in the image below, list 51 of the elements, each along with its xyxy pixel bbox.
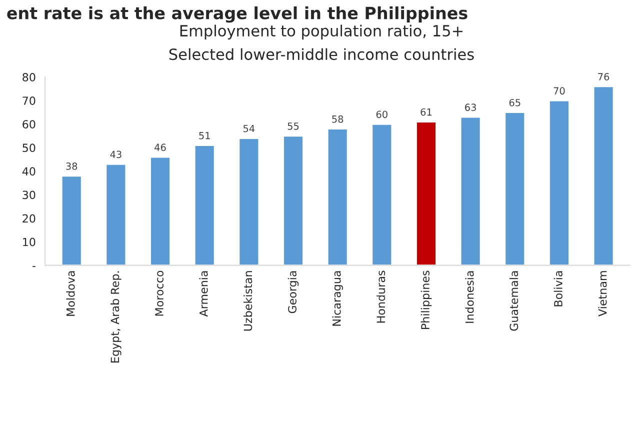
y-tick-label: 10 — [23, 238, 36, 246]
data-label: 46 — [154, 144, 166, 152]
bar — [150, 156, 171, 266]
y-tick-label: 30 — [22, 190, 36, 200]
data-label: 58 — [332, 115, 344, 123]
bar — [548, 100, 570, 266]
bar — [326, 128, 348, 266]
data-label: 70 — [554, 87, 565, 95]
data-label: 63 — [465, 104, 476, 112]
x-tick-label: Bolivia — [554, 271, 562, 306]
bar — [460, 116, 482, 266]
x-tick-label: Egypt, Arab Rep. — [110, 271, 122, 362]
y-tick-label: 20 — [22, 214, 36, 223]
y-tick-label: 50 — [22, 144, 36, 152]
y-tick-label: 60 — [22, 120, 36, 128]
y-tick-label: 80 — [22, 73, 36, 82]
x-tick-label: Philippines — [420, 270, 432, 329]
data-label: 65 — [509, 98, 520, 106]
x-tick-label: Nicaragua — [332, 271, 343, 326]
bar — [416, 121, 437, 266]
bar — [592, 86, 614, 266]
data-label: 76 — [598, 73, 610, 80]
x-tick-label: Georgia — [288, 271, 299, 314]
data-label: 43 — [110, 150, 122, 158]
x-tick-label: Guatemala — [510, 271, 518, 331]
data-label: 60 — [376, 110, 388, 118]
bar — [105, 163, 127, 266]
x-tick-label: Morocco — [155, 270, 164, 316]
x-tick-label: Armenia — [199, 271, 208, 317]
x-tick-label: Honduras — [376, 270, 386, 323]
x-tick-label: Moldova — [66, 271, 75, 316]
data-label: 54 — [243, 124, 255, 132]
x-tick-label: Indonesia — [465, 271, 474, 323]
data-label: 61 — [420, 108, 432, 116]
bar — [60, 175, 82, 266]
y-tick-label: - — [32, 266, 36, 267]
chart-title: Employment to population ratio, 15+ — [180, 24, 462, 40]
chart-subtitle: Selected lower-middle income countries — [169, 48, 474, 60]
data-label: 55 — [288, 122, 299, 130]
y-tick-label: 70 — [22, 96, 36, 105]
bar — [504, 112, 526, 266]
bar — [371, 123, 393, 266]
bar — [282, 135, 304, 266]
x-tick-label: Uzbekistan — [244, 271, 252, 331]
data-label: 51 — [199, 132, 210, 140]
data-label: 38 — [66, 162, 78, 170]
bar — [238, 138, 260, 266]
bar — [194, 144, 216, 266]
y-tick-label: 40 — [22, 167, 36, 176]
x-tick-label: Vietnam — [598, 271, 607, 316]
text: ent rate is at the average level in the Philippines — [7, 6, 468, 23]
